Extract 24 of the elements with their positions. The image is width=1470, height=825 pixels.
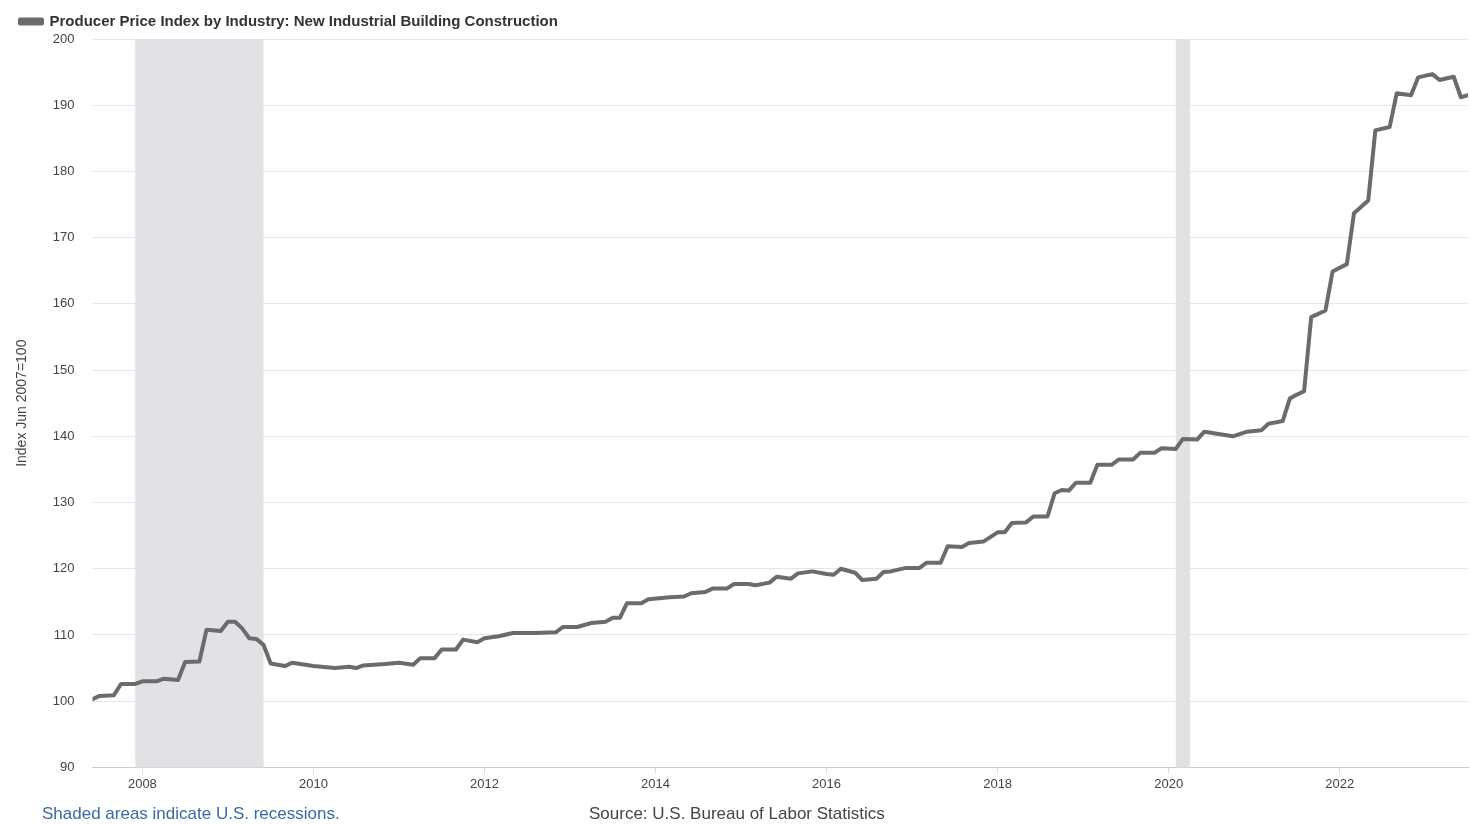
y-tick-label: 110 bbox=[53, 626, 75, 642]
y-tick-label: 150 bbox=[52, 361, 75, 377]
x-tick-label: 2018 bbox=[983, 775, 1013, 791]
x-tick-label: 2012 bbox=[470, 775, 499, 791]
source-note: Source: U.S. Bureau of Labor Statistics bbox=[589, 804, 885, 824]
y-axis-title: Index Jun 2007=100 bbox=[13, 339, 30, 467]
y-tick-label: 120 bbox=[52, 560, 75, 576]
x-tick-label: 2022 bbox=[1325, 775, 1355, 791]
y-tick-label: 140 bbox=[52, 427, 75, 443]
y-tick-label: 130 bbox=[52, 494, 75, 510]
y-tick-label: 90 bbox=[60, 758, 75, 774]
x-tick-label: 2014 bbox=[641, 775, 670, 791]
y-tick-label: 200 bbox=[52, 30, 75, 46]
y-tick-label: 180 bbox=[52, 163, 75, 179]
x-tick-label: 2016 bbox=[812, 775, 842, 791]
y-tick-label: 100 bbox=[52, 692, 75, 708]
y-tick-label: 170 bbox=[52, 229, 75, 245]
legend-label: Producer Price Index by Industry: New Industrial Building Construction bbox=[49, 11, 558, 29]
x-tick-label: 2010 bbox=[298, 775, 328, 791]
x-tick-label: 2008 bbox=[127, 775, 157, 791]
y-tick-label: 190 bbox=[52, 96, 75, 112]
x-tick-label: 2020 bbox=[1154, 775, 1184, 791]
y-tick-label: 160 bbox=[52, 295, 75, 311]
text: Shaded areas indicate U.S. recessions. bbox=[42, 804, 340, 824]
